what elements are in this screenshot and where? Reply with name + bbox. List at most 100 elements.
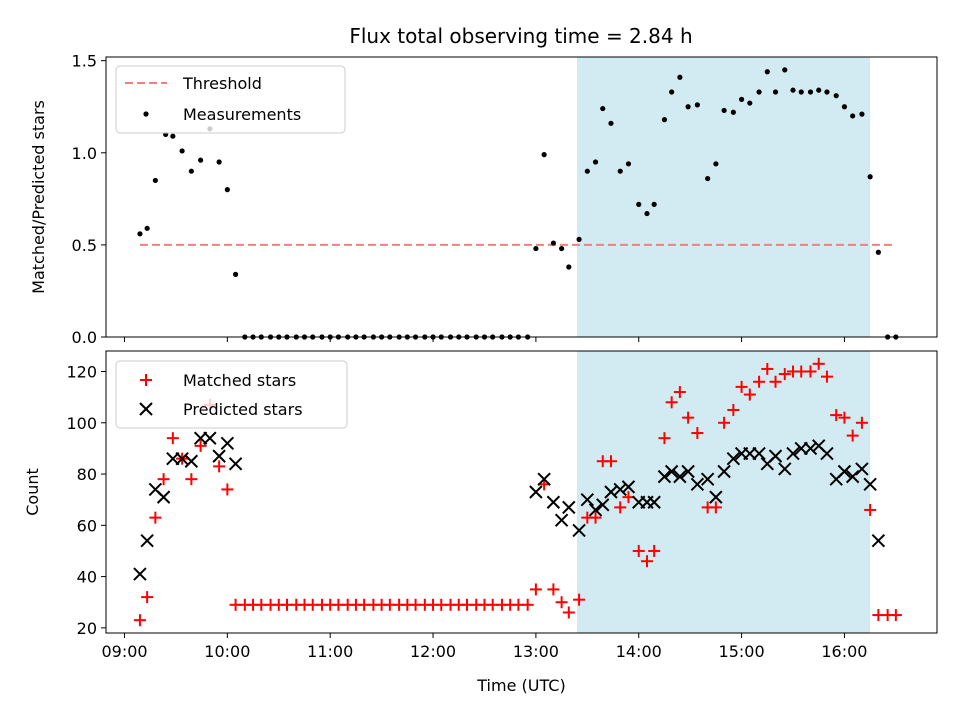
measurement-point: [625, 161, 632, 167]
legend-box: [115, 360, 348, 429]
measurement-point: [198, 157, 204, 163]
predicted-star-point: [657, 469, 672, 484]
y-tick-label: 120: [66, 363, 97, 382]
y-tick-label: 1.0: [72, 144, 97, 163]
matched-star-point: [665, 396, 678, 409]
y-tick-label: 20: [77, 619, 97, 638]
measurement-point: [798, 89, 804, 95]
measurement-point: [677, 74, 683, 80]
measurement-point: [694, 102, 700, 108]
matched-star-point: [157, 473, 170, 486]
x-tick-label: 16:00: [821, 642, 867, 661]
x-axis-label: Time (UTC): [476, 676, 565, 695]
predicted-star-point: [613, 482, 627, 497]
y-tick-label: 80: [77, 465, 97, 484]
predicted-star-point: [786, 446, 800, 461]
measurement-point: [747, 100, 753, 106]
measurement-point: [685, 104, 691, 110]
x-tick-label: 10:00: [204, 642, 250, 661]
matched-star-point: [691, 427, 704, 440]
x-axis-ticks: 09:00 10:00 11:00 12:00 13:00 14:00 15:00 16:00: [101, 633, 867, 661]
legend-box: [115, 65, 346, 134]
measurement-point: [824, 89, 830, 95]
highlight-span: [577, 57, 871, 337]
matched-star-point: [838, 411, 851, 424]
measurement-point: [584, 168, 590, 174]
predicted-star-point: [700, 472, 715, 486]
predicted-star-point: [156, 490, 171, 504]
predicted-star-point: [726, 451, 741, 466]
predicted-star-point: [140, 534, 154, 548]
measurement-point: [713, 161, 719, 167]
x-tick-label: 14:00: [616, 642, 662, 661]
measurement-point: [867, 174, 873, 180]
y-axis-label: Count: [23, 468, 42, 516]
predicted-star-point: [778, 462, 792, 476]
matched-star-point: [185, 473, 198, 486]
measurement-point: [608, 120, 614, 126]
measurement-point: [875, 249, 881, 255]
legend-matched-swatch: [140, 374, 152, 386]
plot-frame: [105, 350, 938, 634]
y-tick-label: 1.5: [72, 52, 97, 71]
legend-matched-label: Matched stars: [183, 371, 296, 390]
predicted-star-point: [529, 485, 543, 499]
legend: Matched stars Predicted stars: [115, 360, 348, 429]
measurement-point: [705, 175, 711, 182]
matched-star-point: [562, 606, 575, 619]
matched-star-point: [640, 555, 653, 568]
measurement-point: [790, 87, 796, 93]
x-tick-label: 13:00: [513, 642, 559, 661]
matched-star-point: [812, 357, 825, 370]
matched-star-point: [761, 362, 774, 375]
chart-title: Flux total observing time = 2.84 h: [349, 24, 692, 48]
y-axis-label: Matched/Predicted stars: [29, 100, 48, 294]
predicted-star-point: [837, 464, 852, 479]
measurement-point: [764, 69, 770, 75]
ratio-panel: 0.0 0.5 1.0 1.5 Matched/Predicted stars Thr…: [29, 52, 938, 347]
matched-star-point: [614, 501, 627, 514]
predicted-star-point: [203, 431, 217, 445]
matched-star-point: [547, 583, 560, 596]
matched-star-point: [632, 544, 645, 557]
legend: Threshold Measurements: [115, 65, 346, 134]
matched-star-point: [753, 375, 766, 388]
predicted-star-point: [212, 449, 226, 463]
measurement-point: [738, 96, 745, 102]
measurement-point: [721, 107, 727, 114]
measurement-point: [600, 105, 606, 112]
y-tick-label: 40: [77, 568, 97, 587]
predicted-star-point: [690, 477, 705, 492]
measurement-point: [541, 152, 547, 158]
x-tick-label: 15:00: [719, 642, 765, 661]
measurement-point: [661, 117, 668, 123]
y-axis-ticks: 20 40 60 80 100 120: [66, 363, 106, 638]
x-tick-label: 11:00: [307, 642, 353, 661]
matched-star-point: [213, 460, 226, 473]
matched-star-point: [727, 403, 740, 416]
count-panel: 20 40 60 80 100 120 09:00 10:00 11:00 12:00 13:00…: [23, 350, 938, 695]
predicted-star-point: [220, 436, 235, 450]
measurement-point: [224, 187, 230, 193]
matched-star-point: [673, 386, 686, 399]
measurement-point: [559, 245, 565, 252]
predicted-star-point: [621, 480, 636, 494]
matched-star-point: [735, 380, 748, 393]
matched-star-point: [889, 609, 902, 622]
predicted-star-point: [709, 490, 723, 504]
measurement-point: [144, 225, 150, 231]
predicted-star-point: [871, 534, 886, 548]
measurement-point: [216, 159, 222, 165]
measurement-point: [550, 240, 556, 246]
matched-star-point: [166, 432, 179, 445]
matched-star-point: [718, 416, 731, 429]
measurement-point: [833, 93, 839, 99]
legend-measurement-swatch: [143, 111, 149, 117]
measurement-point: [772, 89, 779, 95]
predicted-star-point: [647, 495, 661, 509]
matched-star-point: [846, 429, 859, 442]
highlight-span: [577, 351, 871, 633]
predicted-star-point: [546, 495, 561, 509]
predicted-star-point: [717, 464, 731, 479]
